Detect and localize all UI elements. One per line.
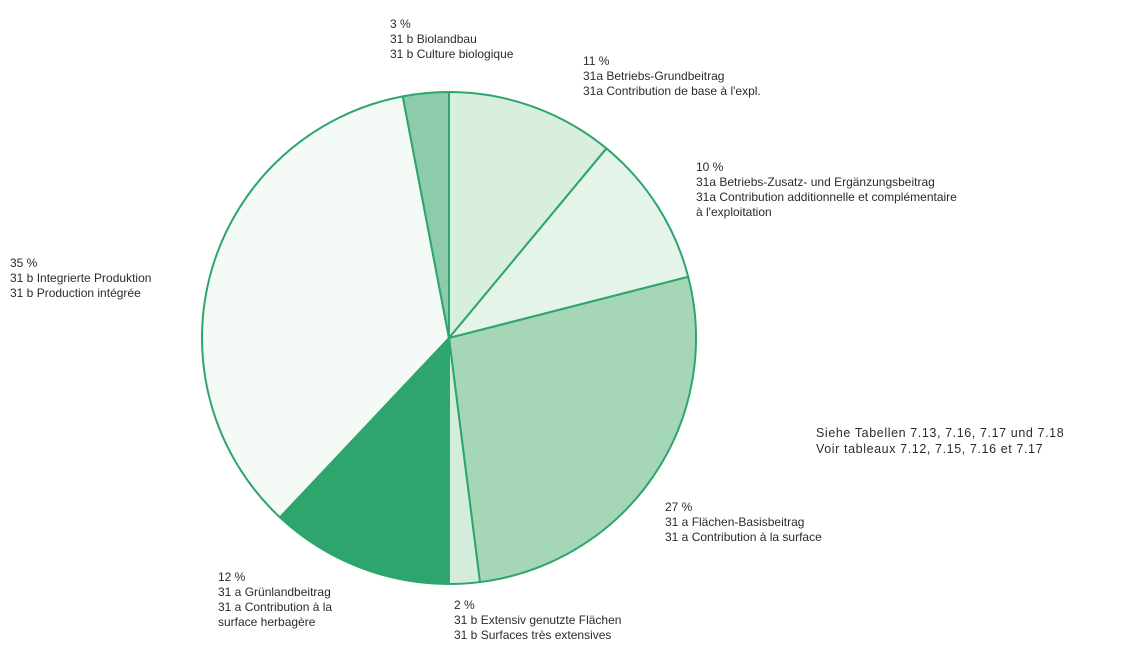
pie-slice-flaechen	[448, 275, 697, 584]
pie-slice-bio	[401, 91, 450, 339]
slice-label-fr-2: à l'exploitation	[696, 205, 772, 219]
slice-label-fr-2: surface herbagère	[218, 615, 316, 629]
slice-label-flaechen: 27 % 31 a Flächen-Basisbeitrag 31 a Cont…	[665, 500, 822, 545]
table-reference-note: Siehe Tabellen 7.13, 7.16, 7.17 und 7.18…	[816, 425, 1064, 457]
note-line-de: Siehe Tabellen 7.13, 7.16, 7.17 und 7.18	[816, 426, 1065, 440]
slice-label-de: 31a Betriebs-Zusatz- und Ergänzungsbeitr…	[696, 175, 935, 189]
slice-label-extensiv: 2 % 31 b Extensiv genutzte Flächen 31 b …	[454, 598, 621, 643]
slice-label-bio: 3 % 31 b Biolandbau 31 b Culture biologi…	[390, 17, 513, 62]
note-line-fr: Voir tableaux 7.12, 7.15, 7.16 et 7.17	[816, 442, 1044, 456]
slice-label-gruenland: 12 % 31 a Grünlandbeitrag 31 a Contribut…	[218, 570, 332, 630]
slice-percent: 35 %	[10, 256, 38, 270]
slice-percent: 12 %	[218, 570, 246, 584]
slice-label-fr: 31 b Culture biologique	[390, 47, 514, 61]
slice-label-fr: 31 b Production intégrée	[10, 286, 141, 300]
slice-label-de: 31 b Biolandbau	[390, 32, 477, 46]
pie-slice-grundbeitrag	[448, 91, 608, 339]
pie-slice-integriert	[201, 95, 450, 519]
pie-slice-gruenland	[278, 337, 450, 585]
slice-label-de: 31 a Flächen-Basisbeitrag	[665, 515, 805, 529]
slice-label-grundbeitrag: 11 % 31a Betriebs-Grundbeitrag 31a Contr…	[583, 54, 761, 99]
slice-label-de: 31 b Integrierte Produktion	[10, 271, 152, 285]
slice-label-fr: 31 a Contribution à la	[218, 600, 333, 614]
slice-label-integriert: 35 % 31 b Integrierte Produktion 31 b Pr…	[10, 256, 151, 301]
slice-label-fr: 31 b Surfaces très extensives	[454, 628, 612, 642]
slice-percent: 10 %	[696, 160, 724, 174]
pie-slice-zusatzbeitrag	[448, 147, 690, 339]
slice-label-de: 31a Betriebs-Grundbeitrag	[583, 69, 725, 83]
slice-label-fr: 31 a Contribution à la surface	[665, 530, 822, 544]
slice-label-zusatzbeitrag: 10 % 31a Betriebs-Zusatz- und Ergänzungs…	[696, 160, 957, 220]
slice-percent: 11 %	[583, 54, 610, 68]
slice-percent: 2 %	[454, 598, 475, 612]
slice-percent: 27 %	[665, 500, 693, 514]
slice-label-de: 31 a Grünlandbeitrag	[218, 585, 331, 599]
slice-label-fr: 31a Contribution de base à l'expl.	[583, 84, 761, 98]
slice-label-fr: 31a Contribution additionnelle et complé…	[696, 190, 957, 204]
pie-slices	[201, 91, 697, 585]
slice-percent: 3 %	[390, 17, 411, 31]
slice-label-de: 31 b Extensiv genutzte Flächen	[454, 613, 622, 627]
